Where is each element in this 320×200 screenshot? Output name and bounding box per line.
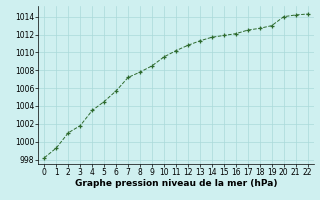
- X-axis label: Graphe pression niveau de la mer (hPa): Graphe pression niveau de la mer (hPa): [75, 179, 277, 188]
